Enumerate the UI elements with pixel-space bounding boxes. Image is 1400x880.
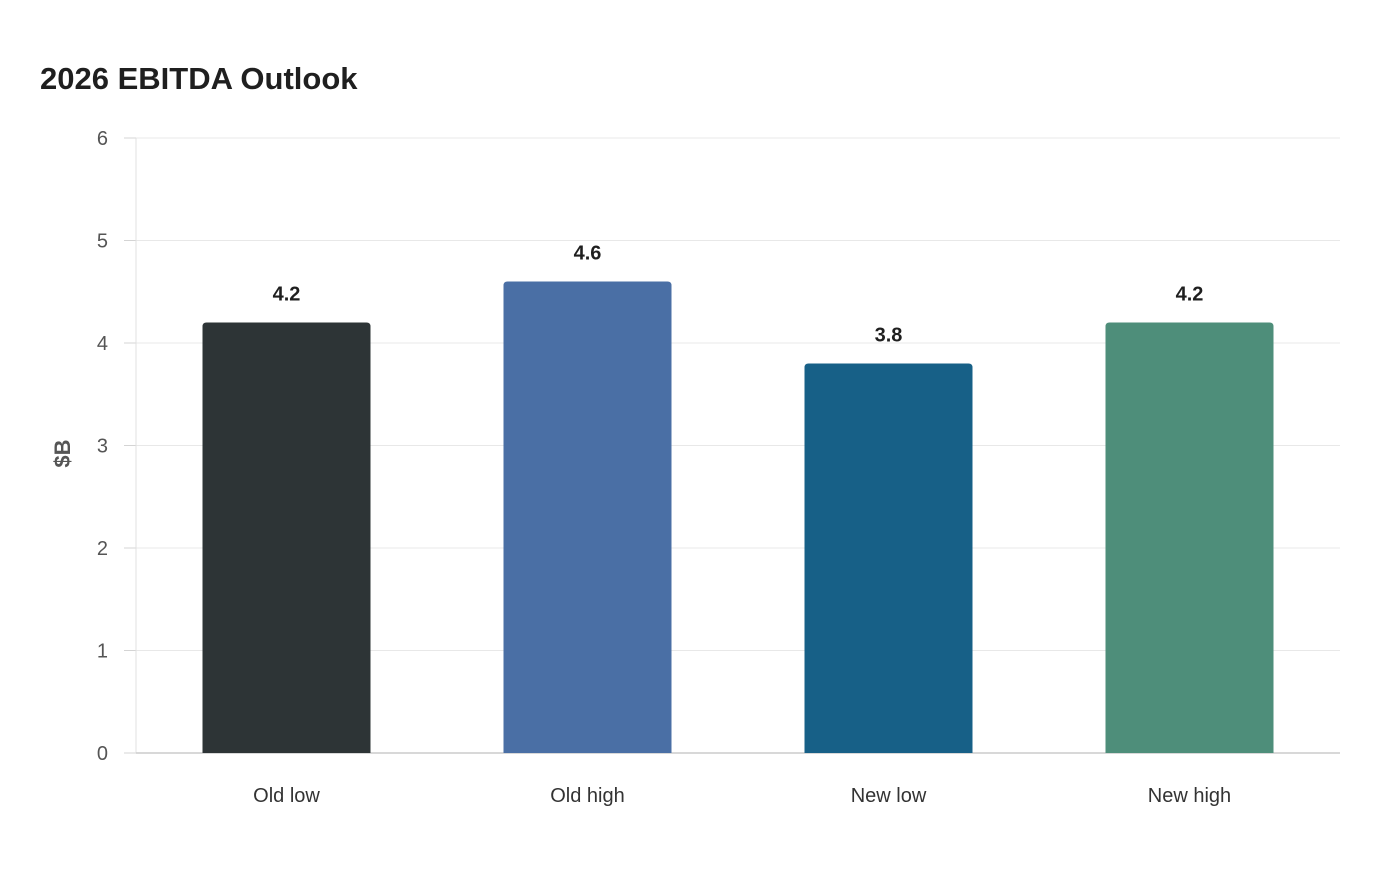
y-tick-label: 3 xyxy=(97,436,108,458)
y-tick-label: 5 xyxy=(97,231,108,253)
y-axis-title: $B xyxy=(50,439,75,467)
data-label: 4.2 xyxy=(273,284,301,306)
y-tick-label: 0 xyxy=(97,743,108,765)
x-tick-label: New low xyxy=(851,785,927,807)
bar-new-low xyxy=(804,363,973,753)
y-tick-label: 6 xyxy=(97,128,108,150)
data-label: 4.6 xyxy=(574,243,602,265)
bar-old-low xyxy=(202,322,371,753)
bar-old-high xyxy=(503,281,672,753)
data-label: 4.2 xyxy=(1176,284,1204,306)
x-tick-label: New high xyxy=(1148,785,1231,807)
x-tick-label: Old low xyxy=(253,785,320,807)
data-label: 3.8 xyxy=(875,325,903,347)
bar-new-high xyxy=(1105,322,1274,753)
labels: 4.2 Old low 4.6 Old high 3.8 New low 4.2 New hi… xyxy=(253,243,1231,808)
y-tick-label: 2 xyxy=(97,538,108,560)
x-tick-label: Old high xyxy=(550,785,625,807)
chart-title: 2026 EBITDA Outlook xyxy=(40,61,358,96)
bars xyxy=(202,281,1274,753)
y-tick-label: 4 xyxy=(97,333,108,355)
y-tick-label: 1 xyxy=(97,641,108,663)
